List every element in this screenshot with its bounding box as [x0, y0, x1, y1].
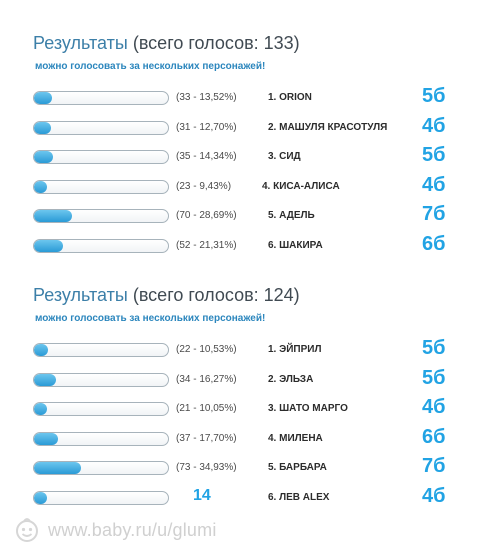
poll-title: Результаты (всего голосов: 124)	[33, 285, 300, 306]
option-score: 5б	[422, 85, 446, 107]
vote-progress-bar	[33, 461, 169, 475]
poll-hint: можно голосовать за нескольких персонаже…	[35, 61, 266, 72]
vote-count-percent: (37 - 17,70%)	[176, 432, 237, 444]
vote-progress-fill	[34, 344, 48, 356]
vote-count-percent: (70 - 28,69%)	[176, 210, 237, 221]
poll-option-row: (70 - 28,69%) 5. АДЕЛЬ 7б	[0, 203, 480, 229]
option-score: 7б	[422, 455, 446, 477]
option-name: 1. ЭЙПРИЛ	[268, 344, 322, 355]
poll-option-row: (52 - 21,31%) 6. ШАКИРА 6б	[0, 233, 480, 259]
vote-progress-fill	[34, 151, 53, 163]
poll-hint: можно голосовать за нескольких персонаже…	[35, 313, 266, 324]
vote-count-percent: (34 - 16,27%)	[176, 373, 237, 385]
vote-count-percent: (33 - 13,52%)	[176, 92, 237, 103]
vote-count-percent: (21 - 10,05%)	[176, 403, 237, 414]
option-name: 1. ORION	[268, 92, 312, 103]
vote-progress-fill	[34, 180, 47, 193]
option-name: 3. ШАТО МАРГО	[268, 403, 348, 414]
option-name: 4. МИЛЕНА	[268, 432, 323, 444]
vote-progress-fill	[34, 403, 47, 415]
poll-option-row: 14 6. ЛЕВ ALEX 4б	[0, 485, 480, 511]
vote-progress-bar	[33, 238, 169, 253]
vote-progress-bar	[33, 431, 169, 446]
option-score: 5б	[422, 366, 446, 389]
vote-count-percent: (23 - 9,43%)	[176, 180, 232, 192]
option-name: 4. КИСА-АЛИСА	[262, 180, 340, 192]
option-score: 7б	[422, 203, 446, 225]
vote-progress-fill	[34, 462, 81, 474]
option-score: 4б	[422, 396, 446, 418]
vote-progress-bar	[33, 343, 169, 357]
option-name: 6. ЛЕВ ALEX	[268, 491, 330, 503]
vote-count-percent: (52 - 21,31%)	[176, 239, 237, 251]
option-score: 6б	[422, 232, 446, 255]
poll-option-row: (22 - 10,53%) 1. ЭЙПРИЛ 5б	[0, 337, 480, 363]
poll-option-row: (33 - 13,52%) 1. ORION 5б	[0, 85, 480, 111]
baby-ru-logo-icon	[16, 518, 38, 542]
vote-count-percent: (73 - 34,93%)	[176, 462, 237, 473]
vote-progress-bar	[33, 120, 169, 135]
vote-progress-bar	[33, 179, 169, 194]
vote-count-percent: (31 - 12,70%)	[176, 121, 237, 133]
option-score: 5б	[422, 337, 446, 359]
poll-title: Результаты (всего голосов: 133)	[33, 33, 300, 54]
option-score: 6б	[422, 425, 446, 448]
poll-option-row: (73 - 34,93%) 5. БАРБАРА 7б	[0, 455, 480, 481]
watermark-text: www.baby.ru/u/glumi	[48, 519, 217, 540]
option-score: 5б	[422, 144, 446, 166]
vote-progress-fill	[34, 121, 51, 134]
option-score: 4б	[422, 484, 446, 507]
vote-count-percent: (22 - 10,53%)	[176, 344, 237, 355]
vote-progress-bar	[33, 91, 169, 105]
vote-progress-bar	[33, 372, 169, 387]
vote-count-percent: (35 - 14,34%)	[176, 151, 237, 162]
vote-progress-fill	[34, 432, 58, 445]
poll-title-total: (всего голосов: 133)	[132, 33, 300, 53]
vote-progress-fill	[34, 210, 72, 222]
vote-progress-bar	[33, 150, 169, 164]
option-name: 2. МАШУЛЯ КРАСОТУЛЯ	[268, 121, 388, 133]
vote-progress-bar	[33, 209, 169, 223]
option-name: 6. ШАКИРА	[268, 239, 323, 251]
poll-title-lead: Результаты	[33, 285, 128, 305]
vote-progress-fill	[34, 92, 52, 104]
option-name: 3. СИД	[268, 151, 301, 162]
poll-option-row: (21 - 10,05%) 3. ШАТО МАРГО 4б	[0, 396, 480, 422]
vote-count: 14	[193, 486, 211, 504]
option-score: 4б	[422, 173, 446, 196]
poll-option-row: (35 - 14,34%) 3. СИД 5б	[0, 144, 480, 170]
vote-progress-fill	[34, 239, 63, 252]
poll-title-total: (всего голосов: 124)	[132, 285, 300, 305]
vote-progress-bar	[33, 402, 169, 416]
option-name: 5. АДЕЛЬ	[268, 210, 315, 221]
watermark: www.baby.ru/u/glumi	[12, 517, 217, 543]
poll-option-row: (31 - 12,70%) 2. МАШУЛЯ КРАСОТУЛЯ 4б	[0, 115, 480, 141]
poll-option-row: (37 - 17,70%) 4. МИЛЕНА 6б	[0, 426, 480, 452]
option-name: 2. ЭЛЬЗА	[268, 373, 314, 385]
vote-progress-fill	[34, 491, 47, 504]
option-score: 4б	[422, 114, 446, 137]
option-name: 5. БАРБАРА	[268, 462, 327, 473]
vote-progress-bar	[33, 490, 169, 505]
poll-option-row: (23 - 9,43%) 4. КИСА-АЛИСА 4б	[0, 174, 480, 200]
poll-option-row: (34 - 16,27%) 2. ЭЛЬЗА 5б	[0, 367, 480, 393]
vote-progress-fill	[34, 373, 56, 386]
poll-title-lead: Результаты	[33, 33, 128, 53]
